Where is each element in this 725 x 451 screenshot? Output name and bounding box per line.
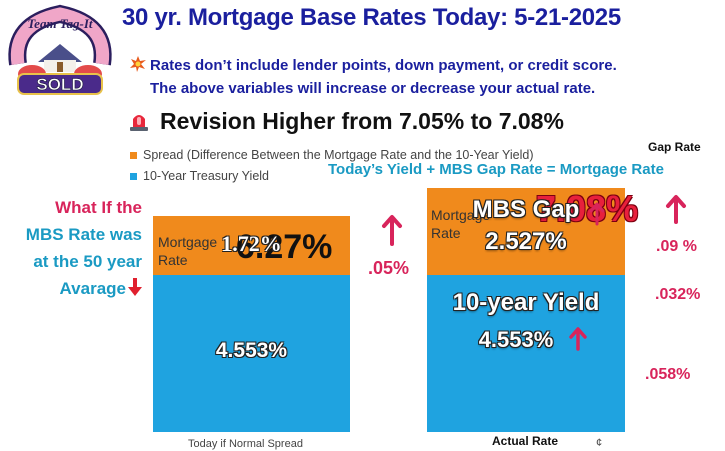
team-tag-it-sold-logo: Team Tag-It SOLD [8, 4, 112, 95]
legend-label-yield: 10-Year Treasury Yield [143, 169, 270, 183]
yield-change-label: .058% [645, 366, 691, 383]
bar-2-yield-label: 4.553% [478, 326, 554, 352]
legend-label-spread: Spread (Difference Between the Mortgage … [143, 148, 534, 162]
bar-2-total-label: 7.08% [536, 188, 639, 229]
what-if-line-3: at the 50 year [33, 252, 142, 271]
extra-marker: ¢ [596, 437, 603, 449]
legend-item-spread: Spread (Difference Between the Mortgage … [130, 148, 534, 162]
gap-up-arrow-icon [589, 202, 605, 226]
gap-rate-heading: Gap Rate [648, 140, 701, 154]
bar-2-spread-label: 2.527% [485, 227, 567, 255]
bar-1-up-arrow-icon [382, 215, 402, 246]
page-title: 30 yr. Mortgage Base Rates Today: 5-21-2… [122, 4, 621, 31]
legend-item-yield: 10-Year Treasury Yield [130, 169, 269, 183]
bar-1-spread-label: 1.72% [221, 231, 282, 257]
yield-up-arrow-icon [569, 327, 587, 351]
bar-1-spread-segment [153, 215, 350, 275]
logo-text-top: Team Tag-It [27, 16, 93, 31]
revision-text: Revision Higher from 7.05% to 7.08% [160, 108, 564, 134]
what-if-line-2: MBS Rate was [25, 225, 142, 244]
siren-icon [130, 115, 148, 131]
bar-1-change-label: .05% [368, 258, 410, 278]
formula-text: Today’s Yield + MBS Gap Rate = Mortgage … [328, 161, 664, 178]
disclaimer-line-1: Rates don’t include lender points, down … [130, 56, 617, 74]
bar-2-spread-title: MBS Gap [472, 195, 580, 223]
bar-1-yield-segment [153, 274, 350, 432]
what-if-line-4: Avarage [59, 279, 126, 298]
revision-headline: Revision Higher from 7.05% to 7.08% [128, 108, 564, 135]
bar-2-yield-title: 10-year Yield [452, 288, 600, 316]
red-down-arrow-icon [128, 278, 142, 296]
disclaimer-line-2: The above variables will increase or dec… [150, 80, 596, 97]
disclaimer-line-1-text: Rates don’t include lender points, down … [150, 57, 617, 74]
gap-change-label: .032% [655, 286, 701, 303]
bar-2-spread-segment [427, 187, 625, 275]
bar-1-yield-label: 4.553% [215, 339, 288, 363]
logo-sold-text: SOLD [36, 75, 83, 94]
x-tick-label-2: Actual Rate [492, 434, 559, 448]
x-tick-label-1: Today if Normal Spread [188, 438, 303, 450]
bar-1-total-label: 6.27% [236, 228, 333, 266]
bar-2-header: Mortgage Rate [431, 207, 491, 241]
bar-2-yield-segment [427, 274, 625, 432]
bar-1-header: Mortgage Rate [158, 234, 218, 268]
what-if-line-1: What If the [55, 198, 142, 217]
total-up-arrow-icon [666, 195, 686, 224]
legend-swatch-spread [130, 151, 137, 159]
what-if-callout: What If the MBS Rate was at the 50 year … [4, 194, 142, 302]
legend-swatch-yield [130, 172, 137, 180]
total-change-label: .09 % [656, 238, 697, 255]
burst-icon [130, 56, 146, 72]
